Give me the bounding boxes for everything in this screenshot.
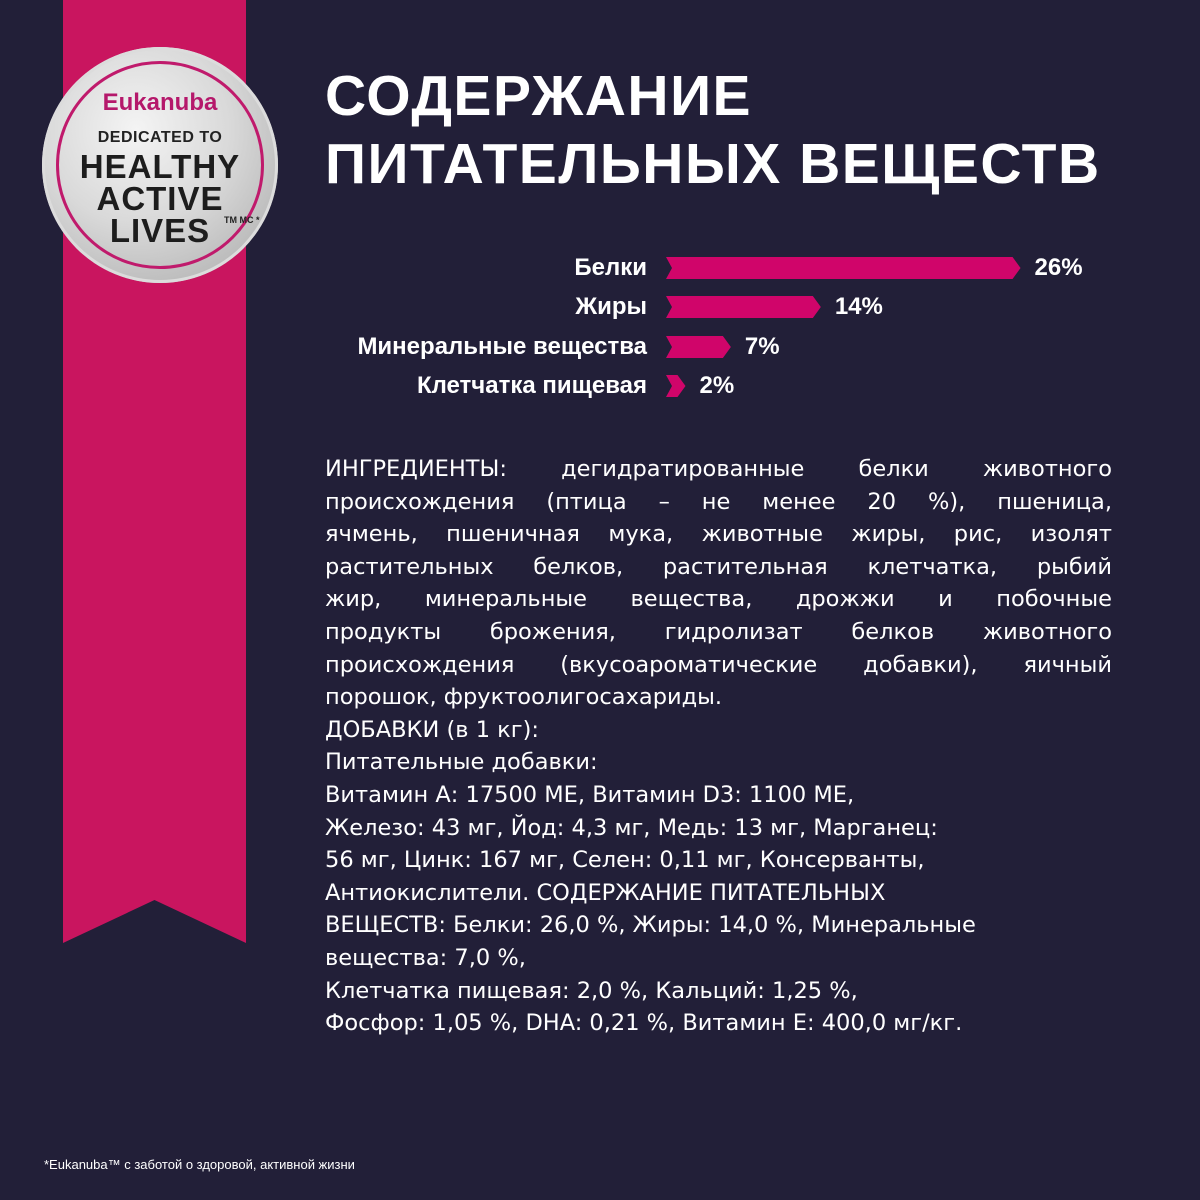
ingredients-line: Витамин А: 17500 МЕ, Витамин D3: 1100 МЕ…: [325, 781, 855, 808]
ingredients-line: Питательные добавки:: [325, 749, 598, 776]
badge-active: ACTIVE: [96, 180, 224, 217]
badge-lives: LIVES: [109, 212, 211, 249]
ingredients-line: ИНГРЕДИЕНТЫ: дегидратированные белки жив…: [325, 456, 1112, 482]
nutrient-label: Клетчатка пищевая: [416, 372, 647, 399]
ingredients-line: происхождения (вкусоароматические добавк…: [325, 651, 1112, 678]
ingredients-line: вещества: 7,0 %,: [325, 944, 526, 971]
badge-trademark: TM MC *: [224, 215, 260, 225]
ingredients-line: ВЕЩЕСТВ: Белки: 26,0 %, Жиры: 14,0 %, Ми…: [325, 912, 976, 939]
ingredients-line: продукты брожения, гидролизат белков жив…: [325, 618, 1112, 645]
ingredients-line: Железо: 43 мг, Йод: 4,3 мг, Медь: 13 мг,…: [325, 814, 938, 841]
badge-ring: [56, 61, 264, 269]
ingredients-line: Антиокислители. СОДЕРЖАНИЕ ПИТАТЕЛЬНЫХ: [325, 879, 886, 906]
ingredients-line: жир, минеральные вещества, дрожжи и побо…: [325, 586, 1112, 613]
ingredients-line: порошок, фруктоолигосахариды.: [325, 684, 723, 711]
nutrient-bar: [666, 375, 686, 397]
ingredients-line: 56 мг, Цинк: 167 мг, Селен: 0,11 мг, Кон…: [325, 847, 925, 874]
nutrient-value: 26%: [1034, 254, 1083, 281]
title-line-1: СОДЕРЖАНИЕ: [325, 64, 753, 128]
ingredients-line: происхождения (птица – не менее 20 %), п…: [325, 488, 1112, 515]
nutrient-bar: [666, 257, 1021, 279]
ingredients-line: Фосфор: 1,05 %, DHA: 0,21 %, Витамин Е: …: [325, 1010, 963, 1037]
title-line-2: ПИТАТЕЛЬНЫХ ВЕЩЕСТВ: [325, 132, 1101, 196]
ingredients-line: ячмень, пшеничная мука, животные жиры, р…: [325, 521, 1112, 548]
badge-brand: Eukanuba: [102, 89, 218, 116]
badge-dedicated: DEDICATED TO: [97, 129, 223, 146]
nutrient-label: Белки: [574, 254, 647, 281]
nutrient-label: Жиры: [575, 293, 647, 320]
nutrient-value: 2%: [699, 372, 735, 399]
nutrient-value: 14%: [834, 293, 883, 320]
brand-badge-logo: Eukanuba DEDICATED TO HEALTHY ACTIVE LIV…: [42, 47, 278, 283]
nutrient-value: 7%: [744, 333, 780, 360]
ingredients-line: Клетчатка пищевая: 2,0 %, Кальций: 1,25 …: [325, 977, 858, 1004]
badge-healthy: HEALTHY: [79, 148, 241, 185]
nutrient-bar: [666, 296, 821, 318]
nutrient-bar: [666, 336, 731, 358]
nutrient-label: Минеральные вещества: [357, 333, 647, 360]
ingredients-line: растительных белков, растительная клетча…: [325, 553, 1112, 580]
ingredients-text: ИНГРЕДИЕНТЫ: дегидратированные белки жив…: [325, 453, 1112, 1040]
page-title: СОДЕРЖАНИЕ ПИТАТЕЛЬНЫХ ВЕЩЕСТВ: [325, 62, 1101, 198]
ingredients-line: ДОБАВКИ (в 1 кг):: [325, 716, 539, 743]
footnote: *Eukanuba™ с заботой о здоровой, активно…: [44, 1157, 355, 1172]
